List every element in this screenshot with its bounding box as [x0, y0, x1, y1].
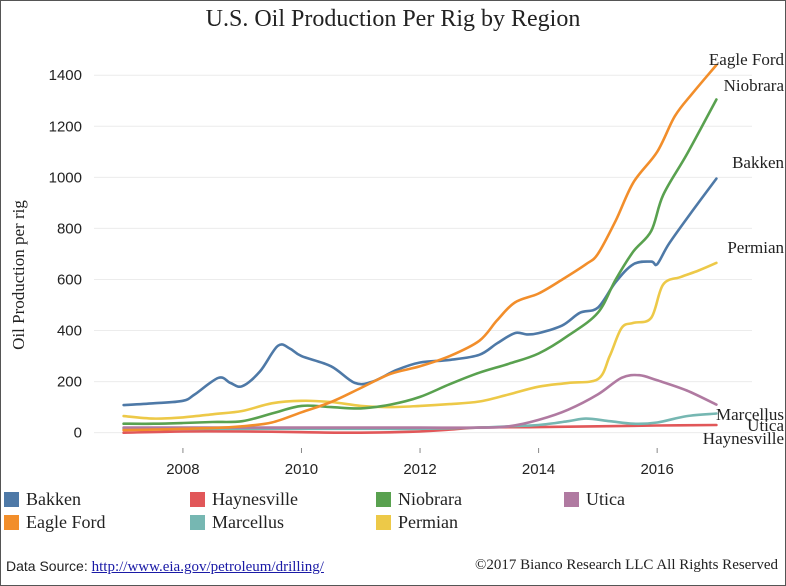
legend-swatch: [190, 491, 205, 507]
legend-item-marcellus: Marcellus: [190, 511, 284, 533]
legend-label: Bakken: [26, 488, 81, 509]
legend-item-bakken: Bakken: [4, 488, 81, 510]
y-tick-label: 400: [57, 323, 82, 340]
y-tick-label: 1400: [49, 67, 82, 84]
legend-swatch: [376, 514, 391, 530]
legend-item-niobrara: Niobrara: [376, 488, 462, 510]
legend-label: Permian: [398, 511, 458, 532]
legend-label: Niobrara: [398, 488, 462, 509]
data-source-label: Data Source:: [6, 558, 88, 574]
data-source: Data Source: http://www.eia.gov/petroleu…: [6, 558, 324, 576]
legend-swatch: [564, 491, 579, 507]
chart-title: U.S. Oil Production Per Rig by Region: [205, 6, 581, 32]
x-tick-label: 2010: [285, 461, 318, 478]
legend-swatch: [4, 491, 19, 507]
y-tick-label: 800: [57, 220, 82, 237]
y-tick-label: 600: [57, 271, 82, 288]
y-axis-label: Oil Production per rig: [9, 200, 28, 350]
x-tick-label: 2008: [166, 461, 199, 478]
x-tick-label: 2012: [403, 461, 436, 478]
legend-item-permian: Permian: [376, 511, 458, 533]
series-line-niobrara: [122, 98, 718, 426]
x-tick-label: 2016: [640, 461, 673, 478]
x-tick-label: 2014: [522, 461, 555, 478]
series-end-label-marcellus: Marcellus: [716, 405, 784, 424]
y-tick-label: 1000: [49, 169, 82, 186]
legend-label: Marcellus: [212, 511, 284, 532]
legend-swatch: [190, 514, 205, 530]
legend: Bakken Haynesville Niobrara Utica Eagle …: [4, 488, 784, 536]
series-end-label-bakken: Bakken: [732, 153, 784, 172]
legend-label: Haynesville: [212, 488, 298, 509]
data-source-link[interactable]: http://www.eia.gov/petroleum/drilling/: [91, 559, 324, 575]
series-line-haynesville: [122, 423, 718, 435]
y-tick-label: 200: [57, 374, 82, 391]
series-end-label-niobrara: Niobrara: [724, 76, 785, 95]
series-line-permian: [122, 261, 718, 420]
series-line-bakken: [122, 177, 718, 407]
y-tick-label: 1200: [49, 118, 82, 135]
legend-swatch: [4, 514, 19, 530]
series-end-label-haynesville: Haynesville: [703, 429, 784, 448]
series-line-utica: [122, 373, 718, 429]
legend-label: Eagle Ford: [26, 511, 106, 532]
series-line-eagle-ford: [122, 63, 718, 432]
legend-label: Utica: [586, 488, 625, 509]
legend-swatch: [376, 491, 391, 507]
y-tick-label: 0: [74, 425, 82, 442]
legend-item-eagle-ford: Eagle Ford: [4, 511, 105, 533]
series-end-label-utica: Utica: [747, 416, 784, 435]
legend-item-utica: Utica: [564, 488, 625, 510]
series-end-label-eagle-ford: Eagle Ford: [709, 50, 785, 69]
legend-item-haynesville: Haynesville: [190, 488, 298, 510]
series-end-label-permian: Permian: [727, 238, 784, 257]
copyright-notice: ©2017 Bianco Research LLC All Rights Res…: [474, 557, 778, 573]
